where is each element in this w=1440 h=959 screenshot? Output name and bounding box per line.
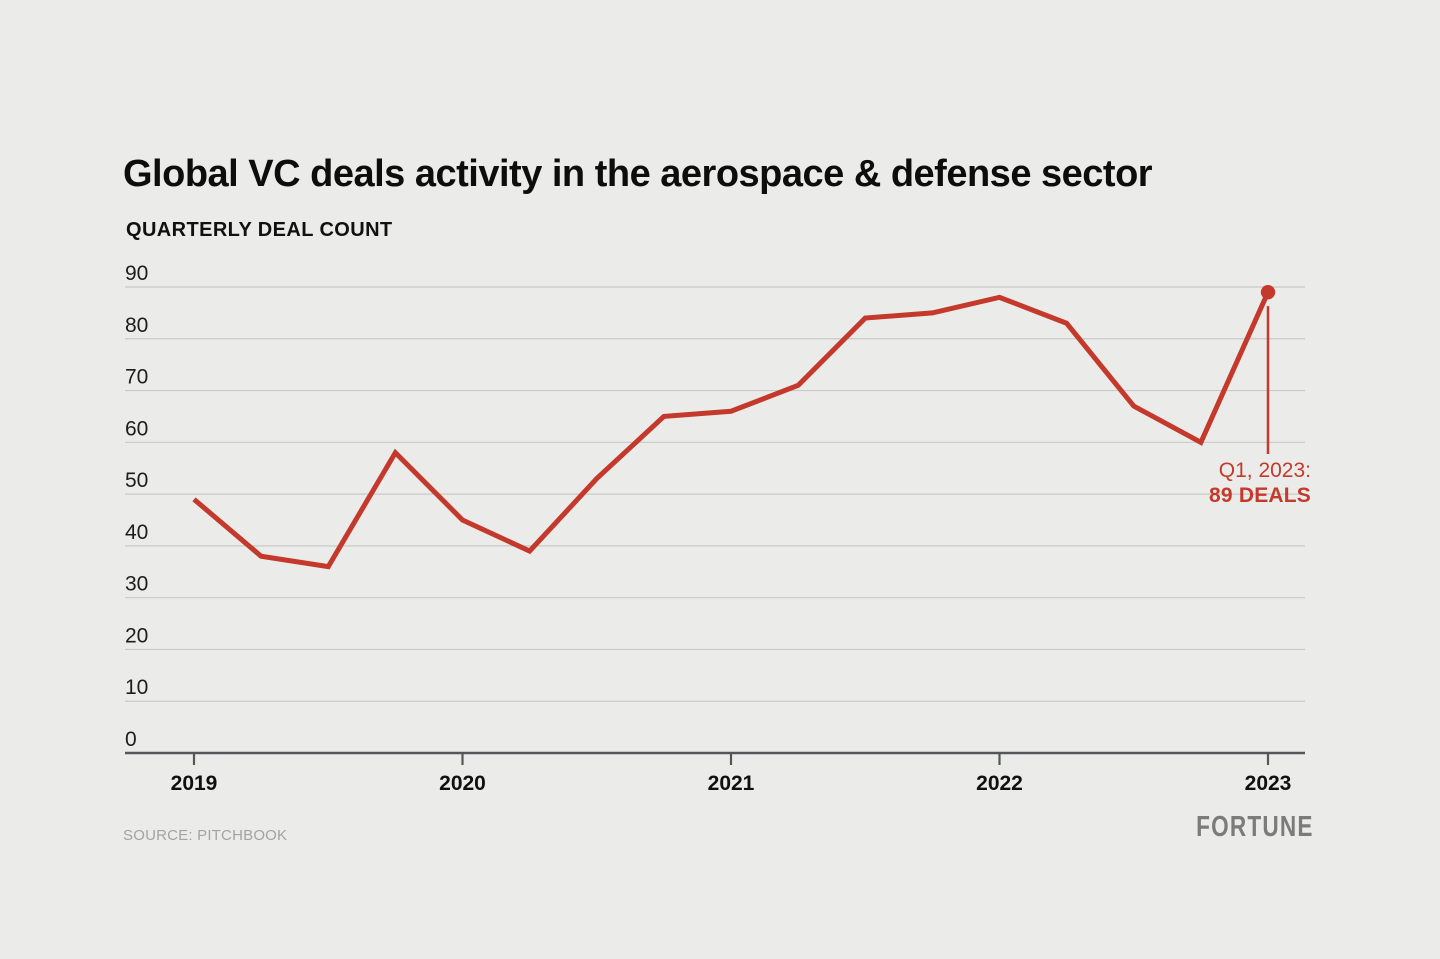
- y-axis-label-0: 0: [125, 728, 137, 751]
- fortune-logo: FORTUNE: [1196, 811, 1314, 843]
- y-axis-label-80: 80: [125, 314, 148, 337]
- annotation-quarter-label: Q1, 2023:: [1218, 459, 1311, 482]
- latest-point-marker: [1260, 284, 1276, 300]
- deal-count-line: [192, 291, 1271, 570]
- x-axis-label-2022: 2022: [976, 772, 1023, 795]
- y-axis-label-70: 70: [125, 366, 148, 389]
- y-axis-label-20: 20: [125, 624, 148, 647]
- y-axis-label-10: 10: [125, 676, 148, 699]
- x-axis-label-2020: 2020: [439, 772, 486, 795]
- y-axis-label-90: 90: [125, 262, 148, 285]
- annotation-q1-2023: Q1, 2023: 89 DEALS: [1209, 458, 1311, 508]
- source-credit: SOURCE: PITCHBOOK: [123, 827, 288, 844]
- page-title: Global VC deals activity in the aerospac…: [123, 153, 1153, 196]
- y-axis-label-60: 60: [125, 417, 148, 440]
- chart-subtitle: QUARTERLY DEAL COUNT: [126, 219, 393, 241]
- x-axis-label-2019: 2019: [171, 772, 218, 795]
- y-axis-label-40: 40: [125, 521, 148, 544]
- annotation-deal-count: 89 DEALS: [1209, 484, 1311, 507]
- x-axis-label-2023: 2023: [1245, 772, 1292, 795]
- y-axis-label-30: 30: [125, 573, 148, 596]
- y-axis-label-50: 50: [125, 469, 148, 492]
- x-axis-label-2021: 2021: [708, 772, 755, 795]
